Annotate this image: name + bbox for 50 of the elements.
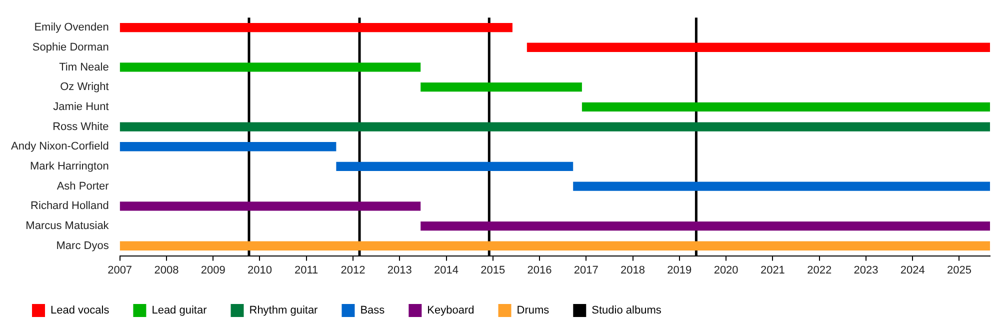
bar [420,221,990,231]
x-tick-label: 2018 [620,264,646,276]
x-tick-label: 2011 [294,264,318,276]
bar [526,42,990,52]
x-tick-label: 2017 [574,264,598,276]
x-tick-label: 2012 [340,264,366,276]
x-tick-label: 2019 [667,264,692,276]
bar [120,22,512,32]
x-tick-label: 2016 [527,264,552,276]
y-tick-label: Andy Nixon-Corfield [10,140,109,153]
bar [420,82,582,92]
y-tick-label: Sophie Dorman [32,41,109,54]
y-tick-label: Richard Holland [30,200,109,212]
y-tick-label: Tim Neale [59,61,109,74]
legend-label: Lead vocals [50,304,110,317]
y-tick-label: Marcus Matusiak [26,220,110,232]
legend-label: Lead guitar [152,304,208,317]
y-tick-label: Ross White [52,120,109,133]
x-tick-label: 2007 [108,264,132,276]
y-tick-label: Oz Wright [60,81,109,94]
x-tick-label: 2013 [387,264,412,276]
bar [120,142,336,152]
bar [120,202,421,211]
x-tick-label: 2010 [247,264,272,276]
y-tick-label: Emily Ovenden [34,22,109,34]
bar [120,62,421,72]
x-tick-label: 2009 [200,264,226,276]
legend-label: Drums [516,304,550,317]
legend-label: Bass [360,304,386,317]
x-tick-label: 2025 [946,264,972,276]
bar [336,162,574,172]
x-tick-label: 2024 [900,264,925,276]
x-tick-label: 2021 [760,264,785,276]
bar [573,182,990,191]
x-tick-label: 2020 [714,264,738,276]
x-tick-label: 2023 [854,264,878,276]
x-tick-label: 2022 [807,264,832,276]
bar [120,122,990,132]
legend-label: Rhythm guitar [249,304,318,317]
y-tick-label: Ash Porter [56,180,110,192]
bar [120,241,990,250]
y-tick-label: Jamie Hunt [53,100,109,113]
legend-label: Keyboard [427,304,474,317]
x-tick-label: 2008 [154,264,179,276]
x-tick-label: 2015 [480,264,506,276]
bar [582,102,990,112]
legend-label: Studio albums [592,304,662,317]
y-tick-label: Mark Harrington [30,160,109,173]
y-tick-label: Marc Dyos [56,240,110,252]
x-tick-label: 2014 [434,264,458,276]
